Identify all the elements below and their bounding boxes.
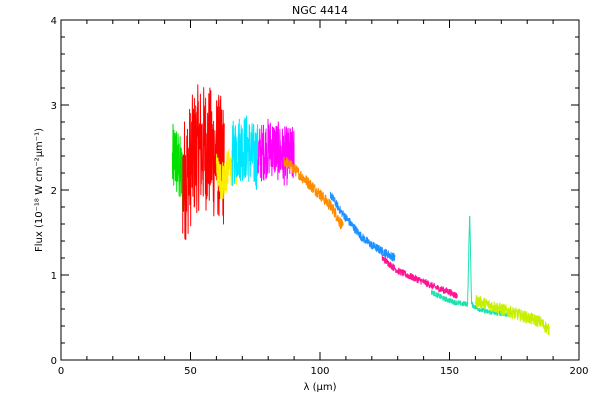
y-tick-label: 3 — [51, 101, 57, 112]
spectrum-segment-1 — [171, 123, 184, 211]
spectrum-segment-8 — [381, 254, 458, 299]
y-tick-label: 2 — [51, 186, 57, 197]
x-tick-label: 0 — [58, 366, 64, 377]
x-tick-label: 50 — [184, 366, 197, 377]
x-tick-label: 200 — [569, 366, 588, 377]
spectrum-segment-6 — [283, 156, 344, 230]
spectrum-segment-10 — [474, 295, 550, 336]
x-tick-label: 150 — [440, 366, 459, 377]
axes-layer: 0 50 100 150 200 0 1 2 3 4 — [51, 16, 589, 377]
x-tick-label: 100 — [310, 366, 329, 377]
y-tick-label: 4 — [51, 16, 57, 27]
series-layer — [171, 84, 550, 336]
y-tick-label: 0 — [51, 356, 57, 367]
spectrum-segment-4 — [231, 115, 259, 190]
spectrum-segment-5 — [257, 118, 295, 186]
chart-title: NGC 4414 — [292, 4, 348, 17]
x-axis-label: λ (μm) — [303, 382, 336, 393]
spectrum-segment-7 — [329, 191, 396, 262]
y-axis-label: Flux (10⁻¹⁸ W cm⁻²μm⁻¹) — [34, 128, 45, 252]
spectrum-segment-9 — [430, 215, 510, 317]
y-tick-label: 1 — [51, 271, 57, 282]
